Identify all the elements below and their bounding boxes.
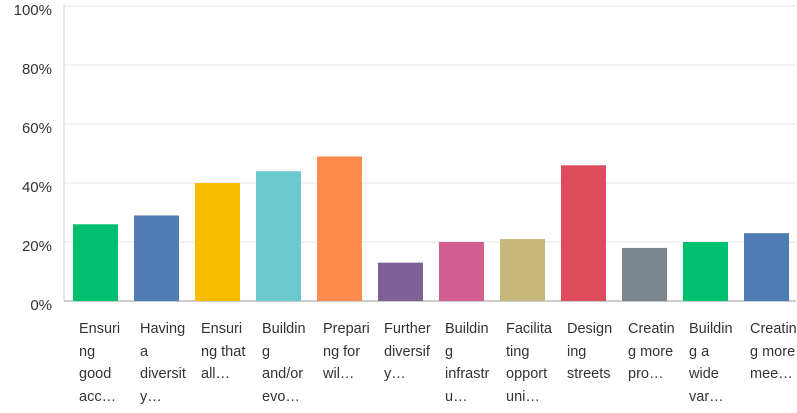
y-tick-label: 0% <box>30 297 52 314</box>
y-tick-label: 60% <box>22 120 52 137</box>
x-tick-label-box: Building and/or evo… <box>262 321 306 405</box>
x-tick-label: Building and/or evo… <box>262 321 306 405</box>
x-tick-label-box: Ensuring that all… <box>201 321 246 382</box>
x-tick-label: Ensuring good acc… <box>79 321 121 405</box>
x-tick-label-box: Designing streets <box>567 321 613 382</box>
bar <box>73 224 118 301</box>
bar <box>378 262 423 301</box>
bar <box>439 242 484 301</box>
bar <box>317 156 362 301</box>
x-tick-label-box: Facilitating opportuni… <box>506 321 552 405</box>
x-tick-label: Ensuring that all… <box>201 321 246 382</box>
x-tick-label-box: Ensuring good acc… <box>79 321 121 405</box>
x-tick-label: Preparing for wil… <box>323 321 370 382</box>
x-tick-label-box: Building infrastru… <box>445 321 490 405</box>
bar <box>256 171 301 301</box>
bar <box>134 215 179 301</box>
bar <box>500 239 545 301</box>
x-tick-label: Creating more pro… <box>628 321 675 382</box>
x-tick-label: Building a wide var… <box>689 321 733 405</box>
y-tick-label: 80% <box>22 61 52 78</box>
bar <box>195 183 240 301</box>
bar <box>622 247 667 301</box>
x-tick-label-box: Creating more pro… <box>628 321 675 382</box>
x-tick-label-box: Building a wide var… <box>689 321 733 405</box>
bar <box>561 165 606 301</box>
x-tick-label-box: Creating more mee… <box>750 321 797 382</box>
bar <box>683 242 728 301</box>
x-tick-label: Having a diversity… <box>140 321 186 405</box>
x-tick-label: Building infrastru… <box>445 321 490 405</box>
x-tick-label: Further diversify… <box>384 321 431 382</box>
x-tick-label-box: Having a diversity… <box>140 321 186 405</box>
y-tick-label: 40% <box>22 179 52 196</box>
x-tick-label-box: Further diversify… <box>384 321 431 382</box>
y-tick-label: 20% <box>22 238 52 255</box>
x-tick-label: Designing streets <box>567 321 613 382</box>
y-tick-label: 100% <box>14 2 52 19</box>
bar <box>744 233 789 301</box>
x-tick-label: Facilitating opportuni… <box>506 321 552 405</box>
x-tick-label: Creating more mee… <box>750 321 797 382</box>
x-tick-label-box: Preparing for wil… <box>323 321 370 382</box>
